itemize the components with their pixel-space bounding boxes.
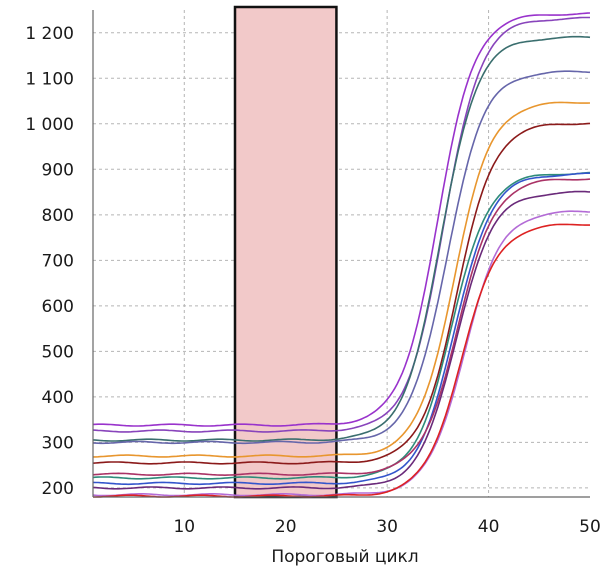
x-tick-label-4: 50 (579, 517, 601, 537)
series-line-0 (92, 12, 591, 427)
x-tick-label-3: 40 (478, 517, 500, 537)
series-line-1 (92, 16, 590, 433)
y-tick-label-4: 600 (42, 297, 74, 317)
y-tick-label-3: 500 (42, 342, 74, 362)
series-line-6 (92, 171, 591, 480)
series-line-7 (92, 172, 590, 486)
baseline-window (233, 5, 338, 499)
x-tick-labels: 10 20 30 40 50 (173, 517, 600, 537)
y-tick-label-2: 400 (42, 388, 74, 408)
series-line-9 (92, 210, 591, 497)
x-axis-title: Пороговый цикл (271, 547, 418, 567)
series-line-5 (92, 122, 591, 465)
x-tick-label-0: 10 (173, 517, 195, 537)
y-tick-label-0: 200 (42, 479, 74, 499)
series-line-3 (92, 70, 591, 445)
series-line-8 (92, 190, 591, 490)
y-tick-label-8: 1 000 (25, 115, 74, 135)
y-tick-label-1: 300 (42, 433, 74, 453)
x-tick-label-1: 20 (275, 517, 297, 537)
series-line-4 (93, 101, 591, 458)
series-line-2 (92, 35, 591, 442)
x-tick-label-2: 30 (376, 517, 398, 537)
y-tick-label-5: 700 (42, 251, 74, 271)
y-tick-label-10: 1 200 (25, 24, 74, 44)
series-lines (92, 12, 591, 498)
baseline-window-rect (233, 5, 338, 499)
plot-frame (92, 10, 590, 498)
y-tick-labels: 200 300 400 500 600 700 800 900 1 000 1 100 1 200 (25, 24, 74, 499)
y-tick-label-9: 1 100 (25, 69, 74, 89)
series-line-11 (92, 178, 591, 477)
y-tick-label-7: 900 (42, 160, 74, 180)
y-tick-label-6: 800 (42, 206, 74, 226)
